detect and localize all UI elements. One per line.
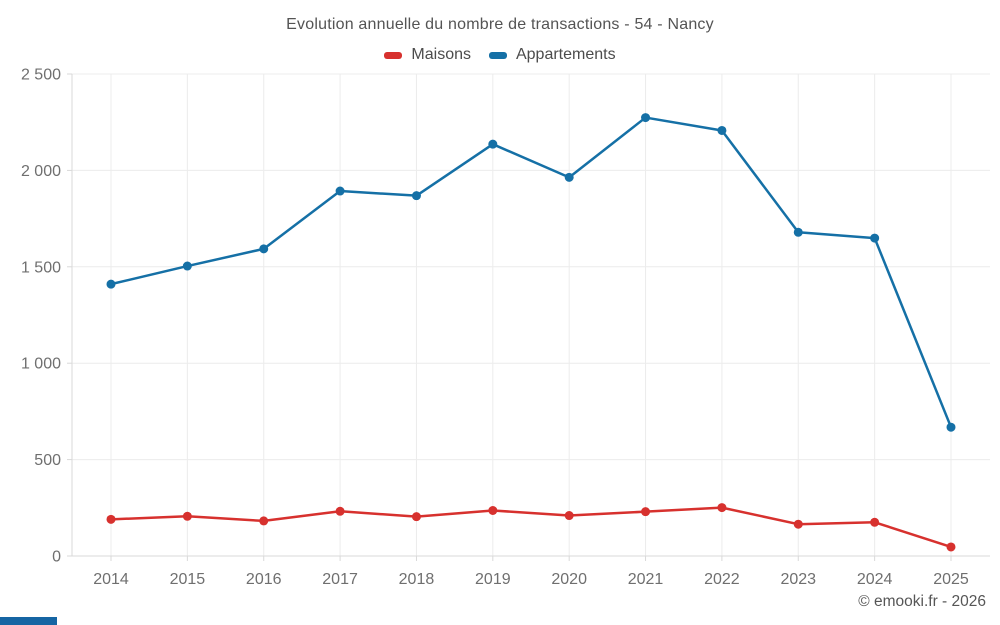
legend-label-maisons: Maisons [411, 46, 471, 63]
appartements-data-point[interactable] [488, 139, 498, 149]
appartements-data-point[interactable] [259, 244, 269, 254]
legend-label-appartements: Appartements [515, 46, 616, 63]
maisons-data-point[interactable] [411, 512, 421, 522]
maisons-data-point[interactable] [335, 506, 345, 516]
y-tick-label: 1 500 [21, 259, 61, 276]
appartements-line [109, 116, 953, 429]
series-appartements [106, 113, 956, 432]
maisons-data-point[interactable] [259, 516, 269, 526]
appartements-data-point[interactable] [182, 261, 192, 271]
y-tick-label: 500 [34, 452, 61, 469]
y-axis-labels: 0 500 1 000 1 500 2 000 2 500 [21, 67, 61, 566]
axes [67, 73, 990, 561]
x-tick-label: 2025 [933, 571, 969, 588]
maisons-data-point[interactable] [488, 505, 498, 515]
appartements-data-point[interactable] [106, 279, 116, 289]
legend-item-maisons[interactable]: Maisons [384, 46, 471, 64]
x-tick-label: 2014 [93, 571, 129, 588]
copyright-credit-link[interactable]: © emooki.fr - 2026 [858, 593, 986, 610]
maisons-data-point[interactable] [182, 511, 192, 521]
legend-item-appartements[interactable]: Appartements [488, 46, 616, 64]
gridlines [72, 73, 990, 556]
maisons-line [109, 506, 953, 549]
x-tick-label: 2021 [628, 571, 664, 588]
maisons-data-point[interactable] [870, 517, 880, 527]
maisons-data-point[interactable] [564, 511, 574, 521]
appartements-data-point[interactable] [946, 422, 956, 432]
appartements-data-point[interactable] [870, 233, 880, 243]
y-tick-label: 0 [52, 549, 61, 566]
appartements-data-point[interactable] [564, 172, 574, 182]
y-tick-label: 2 500 [21, 67, 61, 84]
appartements-data-point[interactable] [335, 186, 345, 196]
maisons-data-point[interactable] [793, 519, 803, 529]
x-tick-label: 2015 [170, 571, 206, 588]
brand-accent-bar [0, 617, 57, 625]
x-tick-label: 2019 [475, 571, 511, 588]
chart-title: Evolution annuelle du nombre de transact… [286, 16, 714, 33]
x-tick-label: 2018 [399, 571, 435, 588]
chart-legend: Maisons Appartements [0, 46, 1000, 64]
maisons-data-point[interactable] [106, 514, 116, 524]
maisons-legend-swatch-icon [384, 51, 403, 59]
appartements-legend-swatch-icon [488, 51, 507, 59]
maisons-data-point[interactable] [717, 503, 727, 513]
appartements-data-point[interactable] [717, 125, 727, 135]
x-tick-label: 2017 [322, 571, 358, 588]
x-tick-label: 2016 [246, 571, 282, 588]
y-tick-label: 1 000 [21, 356, 61, 373]
x-tick-label: 2020 [551, 571, 587, 588]
maisons-data-point[interactable] [946, 542, 956, 552]
x-axis-labels: 2014 2015 2016 2017 2018 2019 2020 2021 2022 2023… [93, 571, 969, 588]
series-maisons [106, 503, 956, 552]
maisons-data-point[interactable] [641, 507, 651, 517]
x-tick-label: 2024 [857, 571, 893, 588]
x-tick-label: 2023 [780, 571, 816, 588]
x-tick-label: 2022 [704, 571, 740, 588]
appartements-data-point[interactable] [411, 191, 421, 201]
y-tick-label: 2 000 [21, 163, 61, 180]
appartements-data-point[interactable] [641, 113, 651, 123]
appartements-data-point[interactable] [793, 227, 803, 237]
